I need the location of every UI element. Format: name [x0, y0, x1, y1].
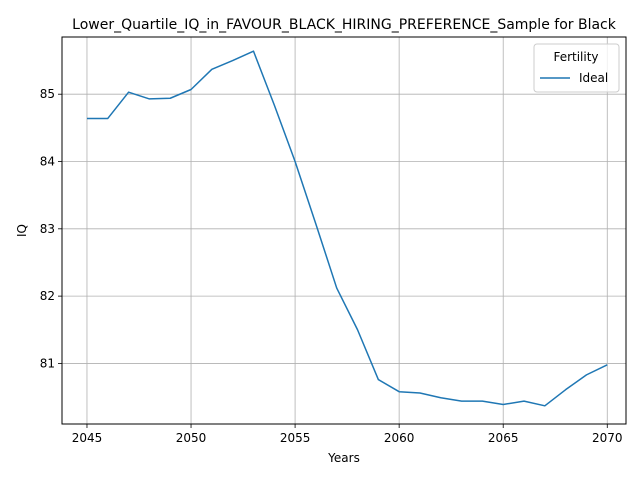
y-axis-label: IQ — [15, 224, 29, 237]
x-axis-label: Years — [327, 451, 360, 465]
series-layer — [86, 50, 608, 407]
legend-box — [533, 43, 620, 93]
y-tick-label: 85 — [40, 87, 55, 101]
x-tick-label: 2060 — [384, 431, 415, 445]
legend-title: Fertility — [553, 50, 598, 64]
grid-lines — [62, 37, 626, 424]
axes-frame — [61, 36, 627, 425]
legend: Fertility Ideal — [533, 43, 620, 93]
series-line-ideal — [86, 50, 608, 407]
x-tick-label: 2045 — [72, 431, 103, 445]
y-tick-label: 82 — [40, 289, 55, 303]
x-tick-label: 2055 — [280, 431, 311, 445]
axis-ticks: 2045 2050 2055 2060 2065 2070 81 82 83 84 85 — [40, 87, 623, 445]
y-tick-label: 84 — [40, 155, 55, 169]
x-tick-label: 2065 — [488, 431, 519, 445]
chart-title: Lower_Quartile_IQ_in_FAVOUR_BLACK_HIRING… — [72, 17, 617, 33]
y-tick-label: 83 — [40, 222, 55, 236]
y-tick-label: 81 — [40, 356, 55, 370]
x-tick-label: 2050 — [176, 431, 207, 445]
x-tick-label: 2070 — [592, 431, 623, 445]
legend-entry-ideal: Ideal — [579, 71, 608, 85]
